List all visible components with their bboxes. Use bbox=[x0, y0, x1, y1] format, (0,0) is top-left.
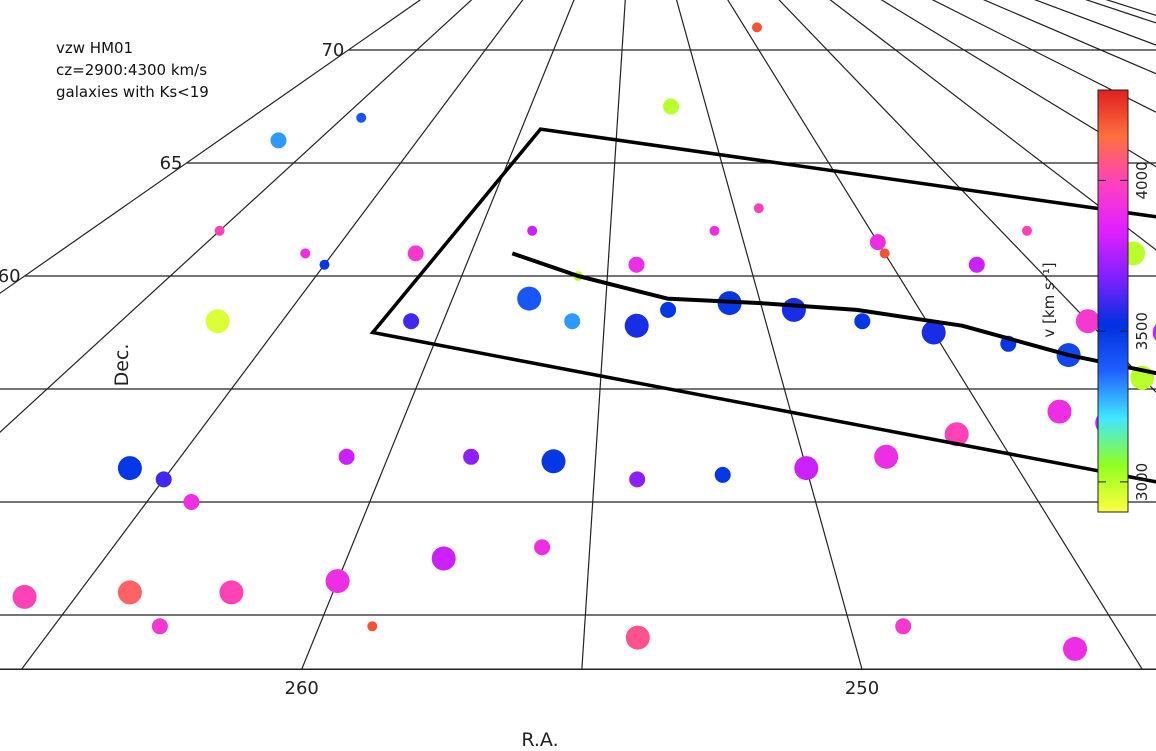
galaxy-point bbox=[534, 539, 551, 556]
galaxy-point bbox=[714, 466, 731, 483]
galaxy-point bbox=[155, 471, 172, 488]
ra-tick-label: 250 bbox=[845, 678, 879, 699]
info-line-3: galaxies with Ks<19 bbox=[56, 83, 209, 101]
galaxy-point bbox=[517, 286, 542, 311]
galaxy-point bbox=[463, 448, 480, 465]
dec-tick-label: 70 bbox=[321, 40, 344, 61]
galaxy-point bbox=[879, 248, 890, 259]
galaxy-point bbox=[407, 245, 424, 262]
colorbar-tick-label: 3500 bbox=[1133, 312, 1151, 350]
ra-gridline bbox=[931, 0, 1156, 113]
dec-tick-label: 60 bbox=[0, 266, 21, 287]
galaxy-point bbox=[663, 98, 679, 115]
galaxy-point bbox=[325, 569, 350, 594]
galaxy-point bbox=[874, 444, 899, 469]
galaxy-point bbox=[205, 309, 230, 334]
colorbar-ticks: 3000 3500 4000 bbox=[1098, 161, 1151, 501]
galaxy-point bbox=[403, 313, 420, 330]
galaxy-point bbox=[794, 456, 819, 481]
galaxy-point bbox=[151, 618, 168, 635]
galaxy-point bbox=[117, 456, 142, 481]
galaxy-point bbox=[214, 225, 225, 236]
ra-gridline bbox=[829, 0, 1156, 251]
dec-tick-label: 65 bbox=[160, 153, 183, 174]
filament-overlay bbox=[369, 127, 1156, 484]
galaxy-point bbox=[628, 256, 645, 273]
colorbar-tick-label: 3000 bbox=[1133, 463, 1151, 501]
ra-gridline bbox=[675, 0, 863, 670]
galaxy-point bbox=[625, 625, 650, 650]
galaxy-point bbox=[219, 580, 244, 605]
galaxy-point bbox=[1075, 309, 1100, 334]
galaxy-point bbox=[753, 203, 764, 214]
ra-gridline bbox=[301, 0, 575, 670]
galaxy-point bbox=[921, 320, 946, 345]
galaxy-point bbox=[270, 132, 287, 149]
ra-gridline bbox=[581, 0, 626, 670]
galaxy-point bbox=[660, 301, 677, 318]
filament-spine bbox=[511, 251, 1156, 376]
galaxy-point bbox=[1022, 225, 1032, 236]
galaxy-point bbox=[564, 313, 581, 330]
ra-gridline bbox=[21, 0, 524, 670]
colorbar-label: v [km s⁻¹] bbox=[1040, 262, 1058, 337]
galaxy-point bbox=[1063, 636, 1087, 661]
ra-tick-label: 260 bbox=[285, 678, 319, 699]
galaxy-point bbox=[944, 422, 969, 447]
galaxy-point bbox=[183, 494, 200, 510]
galaxy-point bbox=[869, 234, 886, 251]
galaxy-point bbox=[781, 297, 806, 322]
info-line-1: vzw HM01 bbox=[56, 39, 133, 57]
colorbar-fill bbox=[1097, 89, 1129, 513]
galaxy-point bbox=[895, 618, 912, 635]
galaxy-point bbox=[854, 313, 871, 330]
galaxy-point bbox=[527, 225, 538, 236]
ra-gridline bbox=[880, 0, 1156, 168]
galaxy-point bbox=[968, 256, 985, 273]
galaxy-point bbox=[541, 449, 566, 474]
colorbar-tick-label: 4000 bbox=[1133, 161, 1151, 199]
galaxy-point bbox=[431, 546, 456, 571]
galaxy-point bbox=[356, 112, 367, 123]
info-line-2: cz=2900:4300 km/s bbox=[56, 61, 207, 79]
ra-gridline bbox=[0, 0, 473, 433]
x-axis-label: R.A. bbox=[521, 729, 558, 751]
galaxy-point bbox=[1047, 399, 1072, 424]
galaxy-points bbox=[12, 22, 1156, 661]
galaxy-point bbox=[338, 448, 355, 465]
galaxy-point bbox=[629, 471, 646, 488]
galaxy-point bbox=[367, 621, 378, 632]
axis-ticks: 270260250240230220210455055606570 bbox=[0, 40, 879, 699]
ra-gridline bbox=[0, 0, 422, 294]
galaxy-point bbox=[319, 259, 330, 270]
galaxy-point bbox=[752, 22, 762, 33]
colorbar: 3000 3500 4000 v [km s⁻¹] bbox=[1040, 89, 1151, 513]
galaxy-point bbox=[300, 248, 311, 259]
y-axis-label: Dec. bbox=[111, 344, 133, 387]
galaxy-point bbox=[624, 313, 649, 338]
galaxy-point bbox=[709, 225, 720, 236]
galaxy-point bbox=[12, 584, 37, 609]
galaxy-point bbox=[117, 580, 142, 605]
filament-box bbox=[369, 127, 1156, 484]
